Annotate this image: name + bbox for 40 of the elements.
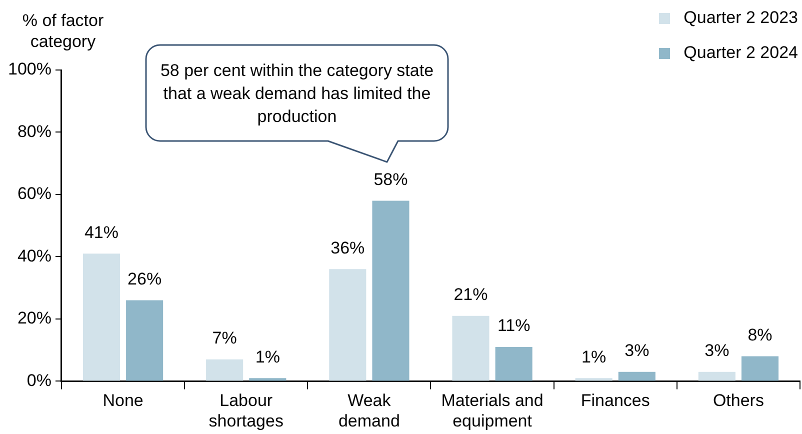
data-label: 41%	[84, 222, 118, 242]
y-tick-label: 60%	[17, 184, 52, 204]
y-tick-label: 40%	[17, 246, 52, 266]
x-tick-label: Others	[712, 391, 764, 410]
bar	[452, 316, 490, 381]
data-label: 1%	[255, 347, 280, 366]
x-tick-label: Materials and equipment	[441, 391, 544, 430]
data-label: 26%	[128, 269, 162, 288]
x-tick-label: Labour shortages	[208, 391, 284, 430]
bar	[206, 359, 244, 381]
y-tick-label: 0%	[26, 370, 52, 390]
x-tick-label: Finances	[580, 391, 650, 410]
bar	[495, 346, 532, 381]
data-label: 3%	[704, 341, 730, 360]
annotation: 58 per cent within the category state that a weak demand has limited the production	[159, 60, 435, 128]
bar	[329, 269, 366, 381]
bar	[372, 200, 410, 381]
legend-label: Quarter 2 2024	[684, 43, 798, 63]
bar	[126, 300, 164, 381]
x-tick-label: None	[102, 391, 144, 410]
data-label: 7%	[212, 328, 237, 348]
data-label: 36%	[330, 238, 365, 258]
bar	[698, 372, 736, 381]
data-label: 11%	[497, 316, 530, 336]
data-label: 3%	[624, 341, 650, 360]
y-axis-title: % of factor category	[21, 10, 105, 52]
data-label: 1%	[582, 347, 606, 366]
legend-label: Quarter 2 2023	[684, 8, 798, 28]
data-label: 8%	[748, 325, 772, 344]
bar	[575, 378, 612, 381]
x-tick-label: Weak demand	[338, 391, 400, 430]
y-tick-label: 80%	[17, 122, 52, 141]
bar	[249, 378, 286, 381]
y-tick-label: 20%	[17, 308, 52, 328]
bar	[82, 254, 120, 381]
data-label: 21%	[454, 285, 488, 304]
bar	[618, 372, 656, 381]
y-tick-label: 100%	[8, 60, 52, 79]
data-label: 58%	[374, 170, 408, 189]
bar	[741, 356, 779, 381]
